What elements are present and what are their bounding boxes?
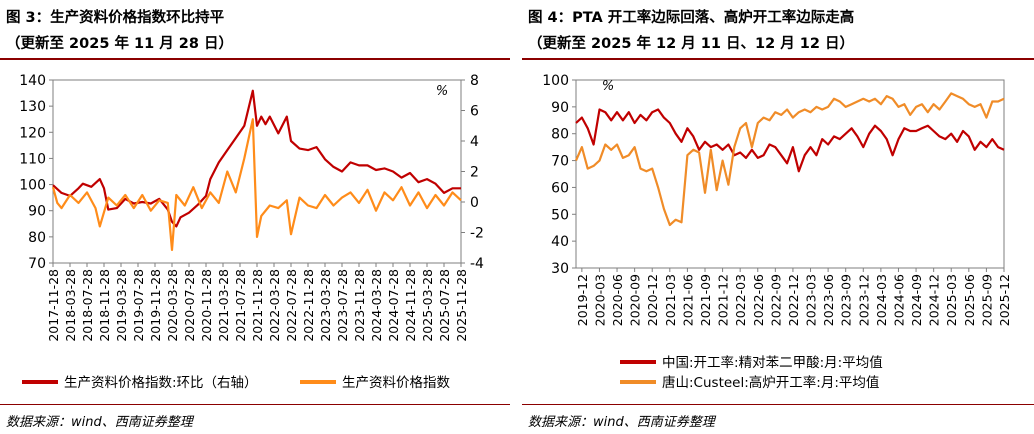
x-tick-label: 2022-06 — [751, 274, 766, 326]
x-tick-label: 2022-11-28 — [301, 269, 316, 342]
x-tick-label: 2023-12 — [856, 274, 871, 326]
y-right-tick-label: 0 — [470, 195, 479, 211]
y-tick-label: 70 — [28, 256, 46, 272]
title-rule — [0, 58, 510, 60]
x-tick-label: 2023-07-28 — [335, 269, 350, 342]
y-tick-label: 40 — [551, 234, 569, 250]
x-tick-label: 2024-03-28 — [369, 269, 384, 342]
x-tick-label: 2024-06 — [891, 274, 906, 326]
y-tick-label: 80 — [551, 127, 569, 143]
chart-title: 图 3：生产资料价格指数环比持平 — [6, 10, 225, 26]
series-line-1 — [52, 89, 461, 228]
y-tick-label: 130 — [19, 99, 46, 115]
x-tick-label: 2023-03 — [804, 274, 819, 326]
x-tick-label: 2024-07-28 — [386, 269, 401, 342]
legend-label: 中国:开工率:精对苯二甲酸:月:平均值 — [662, 354, 883, 371]
x-tick-label: 2020-07-28 — [182, 269, 197, 342]
y-tick-label: 70 — [551, 154, 569, 170]
legend-label: 生产资料价格指数 — [342, 375, 450, 391]
x-tick-label: 2021-03 — [663, 274, 678, 326]
x-tick-label: 2023-06 — [821, 274, 836, 326]
y-tick-label: 100 — [19, 178, 46, 194]
plot-frame — [575, 79, 1005, 269]
y-tick-label: 60 — [551, 180, 569, 196]
y-right-tick-label: -2 — [470, 226, 484, 242]
x-tick-label: 2024-12 — [927, 274, 942, 326]
y-unit-label: % — [602, 79, 614, 94]
source-rule — [0, 404, 510, 405]
x-tick-label: 2021-06 — [680, 274, 695, 326]
x-tick-label: 2017-11-28 — [46, 269, 61, 342]
x-tick-label: 2025-03-28 — [420, 269, 435, 342]
x-tick-label: 2022-12 — [786, 274, 801, 326]
x-tick-label: 2025-06 — [962, 274, 977, 326]
x-tick-label: 2025-09 — [979, 274, 994, 326]
x-tick-label: 2021-03-28 — [216, 269, 231, 342]
y-tick-label: 140 — [19, 73, 46, 89]
x-tick-label: 2020-03 — [592, 274, 607, 326]
x-tick-label: 2021-11-28 — [250, 269, 265, 342]
source-note: 数据来源：wind、西南证券整理 — [528, 415, 715, 430]
x-tick-label: 2021-12 — [716, 274, 731, 326]
x-tick-label: 2019-12 — [575, 274, 590, 326]
x-tick-label: 2025-11-28 — [454, 269, 469, 342]
y-tick-label: 90 — [551, 100, 569, 116]
x-tick-label: 2021-07-28 — [233, 269, 248, 342]
x-tick-label: 2025-12 — [997, 274, 1012, 326]
x-tick-label: 2022-09 — [768, 274, 783, 326]
chart-panel-left: 图 3：生产资料价格指数环比持平 （更新至 2025 年 11 月 28 日） … — [0, 0, 510, 434]
y-right-tick-label: 2 — [470, 165, 479, 181]
line-chart-left: 140 130 120 110 100 90 80 70 8 6 4 2 0 -2 -4% 2017-11-2… — [19, 73, 484, 391]
y-tick-label: 110 — [19, 151, 46, 167]
series-line-1 — [575, 108, 1005, 173]
x-tick-label: 2019-03-28 — [114, 269, 129, 342]
x-tick-label: 2024-09 — [909, 274, 924, 326]
series-line-2 — [574, 92, 1005, 227]
x-tick-label: 2020-03-28 — [165, 269, 180, 342]
legend-label: 生产资料价格指数:环比（右轴） — [64, 375, 258, 391]
y-right-tick-label: 6 — [470, 104, 479, 120]
x-tick-label: 2019-07-28 — [131, 269, 146, 342]
y-tick-label: 50 — [551, 207, 569, 223]
source-rule — [522, 404, 1034, 405]
x-tick-label: 2023-03-28 — [318, 269, 333, 342]
x-tick-label: 2020-11-28 — [199, 269, 214, 342]
x-tick-label: 2025-07-28 — [437, 269, 452, 342]
x-tick-label: 2020-12 — [645, 274, 660, 326]
y-tick-label: 30 — [551, 261, 569, 277]
legend-label: 唐山:Custeel:高炉开工率:月:平均值 — [662, 374, 879, 391]
x-tick-label: 2020-06 — [610, 274, 625, 326]
series-line-2 — [51, 118, 462, 251]
chart-title: 图 4：PTA 开工率边际回落、高炉开工率边际走高 — [528, 10, 855, 26]
x-tick-label: 2023-09 — [839, 274, 854, 326]
y-right-tick-label: 8 — [470, 73, 479, 89]
x-tick-label: 2019-11-28 — [148, 269, 163, 342]
x-tick-label: 2025-03 — [944, 274, 959, 326]
y-tick-label: 90 — [28, 204, 46, 220]
y-right-tick-label: -4 — [470, 256, 484, 272]
x-tick-label: 2022-07-28 — [284, 269, 299, 342]
y-unit-label: % — [436, 84, 448, 99]
chart-subtitle: （更新至 2025 年 11 月 28 日） — [6, 36, 234, 52]
x-tick-label: 2023-11-28 — [352, 269, 367, 342]
y-tick-label: 120 — [19, 125, 46, 141]
y-tick-label: 100 — [542, 73, 569, 89]
y-right-tick-label: 4 — [470, 134, 479, 150]
x-tick-label: 2018-03-28 — [63, 269, 78, 342]
x-tick-label: 2020-09 — [628, 274, 643, 326]
x-tick-label: 2022-03-28 — [267, 269, 282, 342]
x-tick-label: 2024-03 — [874, 274, 889, 326]
y-tick-label: 80 — [28, 230, 46, 246]
x-tick-label: 2021-09 — [698, 274, 713, 326]
source-note: 数据来源：wind、西南证券整理 — [6, 415, 193, 430]
x-tick-label: 2018-11-28 — [97, 269, 112, 342]
x-tick-label: 2024-11-28 — [403, 269, 418, 342]
title-rule — [522, 58, 1034, 60]
chart-subtitle: （更新至 2025 年 12 月 11 日、12 月 12 日） — [528, 36, 855, 52]
chart-panel-right: 图 4：PTA 开工率边际回落、高炉开工率边际走高 （更新至 2025 年 12… — [522, 0, 1034, 434]
x-tick-label: 2022-03 — [733, 274, 748, 326]
x-tick-label: 2018-07-28 — [80, 269, 95, 342]
